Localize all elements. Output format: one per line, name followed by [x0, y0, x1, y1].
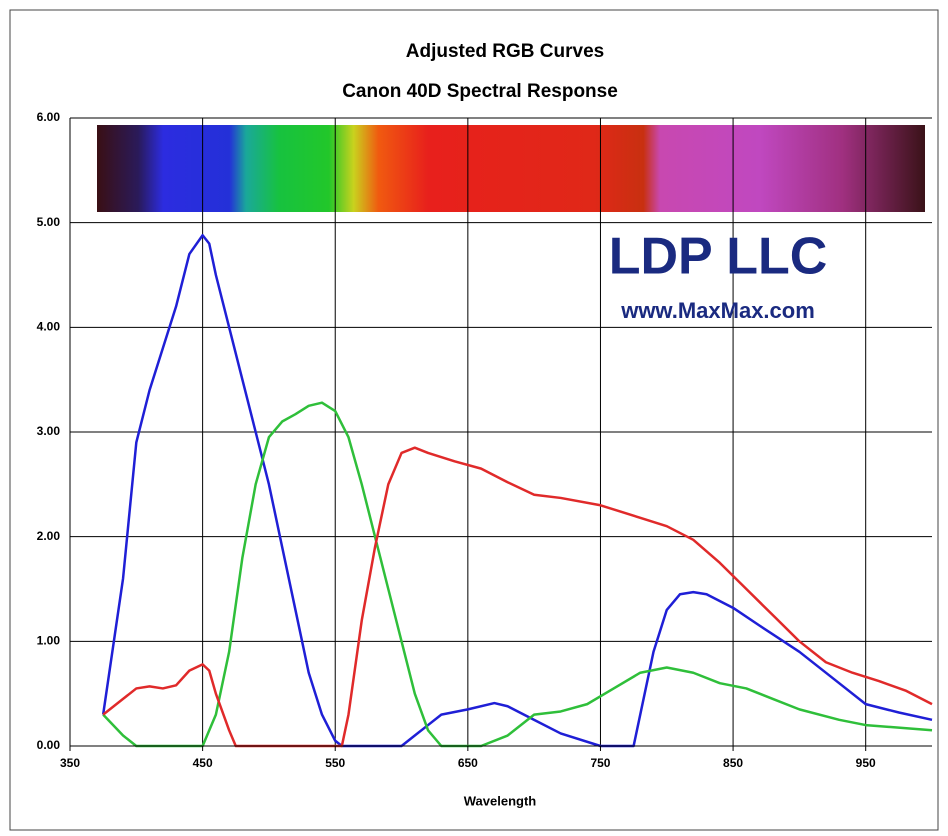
y-tick-label: 2.00 [37, 529, 61, 543]
y-tick-label: 1.00 [37, 634, 61, 648]
y-tick-label: 4.00 [37, 320, 61, 334]
y-tick-label: 0.00 [37, 738, 61, 752]
chart-title: Adjusted RGB Curves [406, 41, 604, 62]
x-tick-label: 450 [193, 756, 213, 770]
spectral-curve [101, 233, 933, 748]
x-tick-label: 950 [856, 756, 876, 770]
x-tick-label: 350 [60, 756, 80, 770]
watermark-url: www.MaxMax.com [620, 298, 815, 323]
x-tick-label: 550 [325, 756, 345, 770]
y-tick-label: 5.00 [37, 215, 61, 229]
y-tick-label: 6.00 [37, 110, 61, 124]
spectral-curve [102, 401, 933, 748]
x-axis-label: Wavelength [464, 793, 537, 808]
chart-subtitle: Canon 40D Spectral Response [342, 81, 618, 102]
x-tick-label: 750 [590, 756, 610, 770]
x-tick-label: 650 [458, 756, 478, 770]
y-tick-label: 3.00 [37, 424, 61, 438]
spectrum-strip [97, 125, 925, 212]
x-tick-label: 850 [723, 756, 743, 770]
spectral-curve [102, 446, 933, 748]
watermark: LDP LLC [609, 228, 828, 286]
